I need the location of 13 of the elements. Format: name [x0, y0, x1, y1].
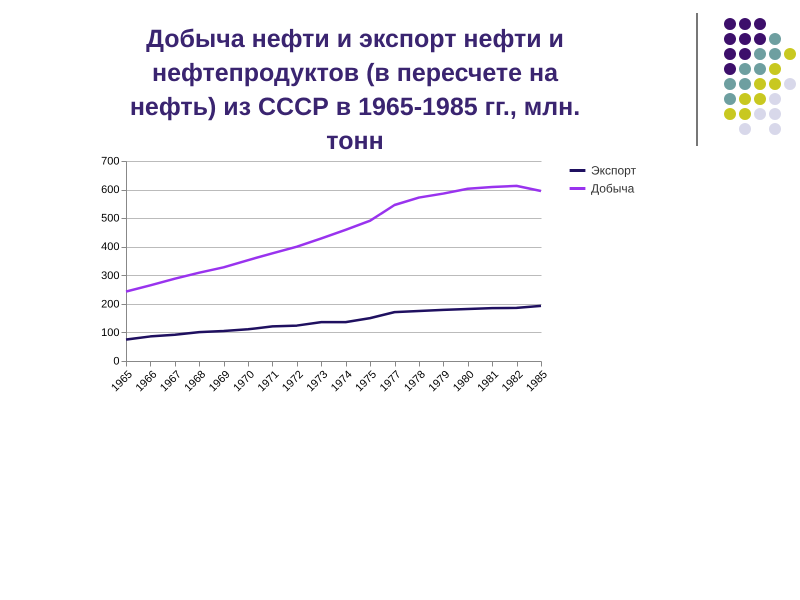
- line-series: [124, 184, 542, 293]
- y-tick-label: 100: [101, 326, 120, 339]
- y-tick-label: 700: [101, 156, 120, 168]
- y-tick-label: 600: [101, 184, 120, 196]
- y-tick-label: 300: [101, 270, 120, 282]
- line-series: [124, 304, 542, 341]
- legend-label: Добыча: [591, 182, 635, 196]
- y-tick-label: 0: [113, 356, 120, 368]
- chart-title: Добыча нефти и экспорт нефти и нефтепродуктов (в пересчете на нефть) из СССР в 1965-1985 гг., млн. тонн: [128, 24, 582, 157]
- y-tick-label: 500: [101, 212, 120, 225]
- legend-label: Экспорт: [591, 164, 637, 178]
- y-tick-label: 200: [101, 298, 120, 310]
- y-tick-label: 400: [101, 241, 120, 254]
